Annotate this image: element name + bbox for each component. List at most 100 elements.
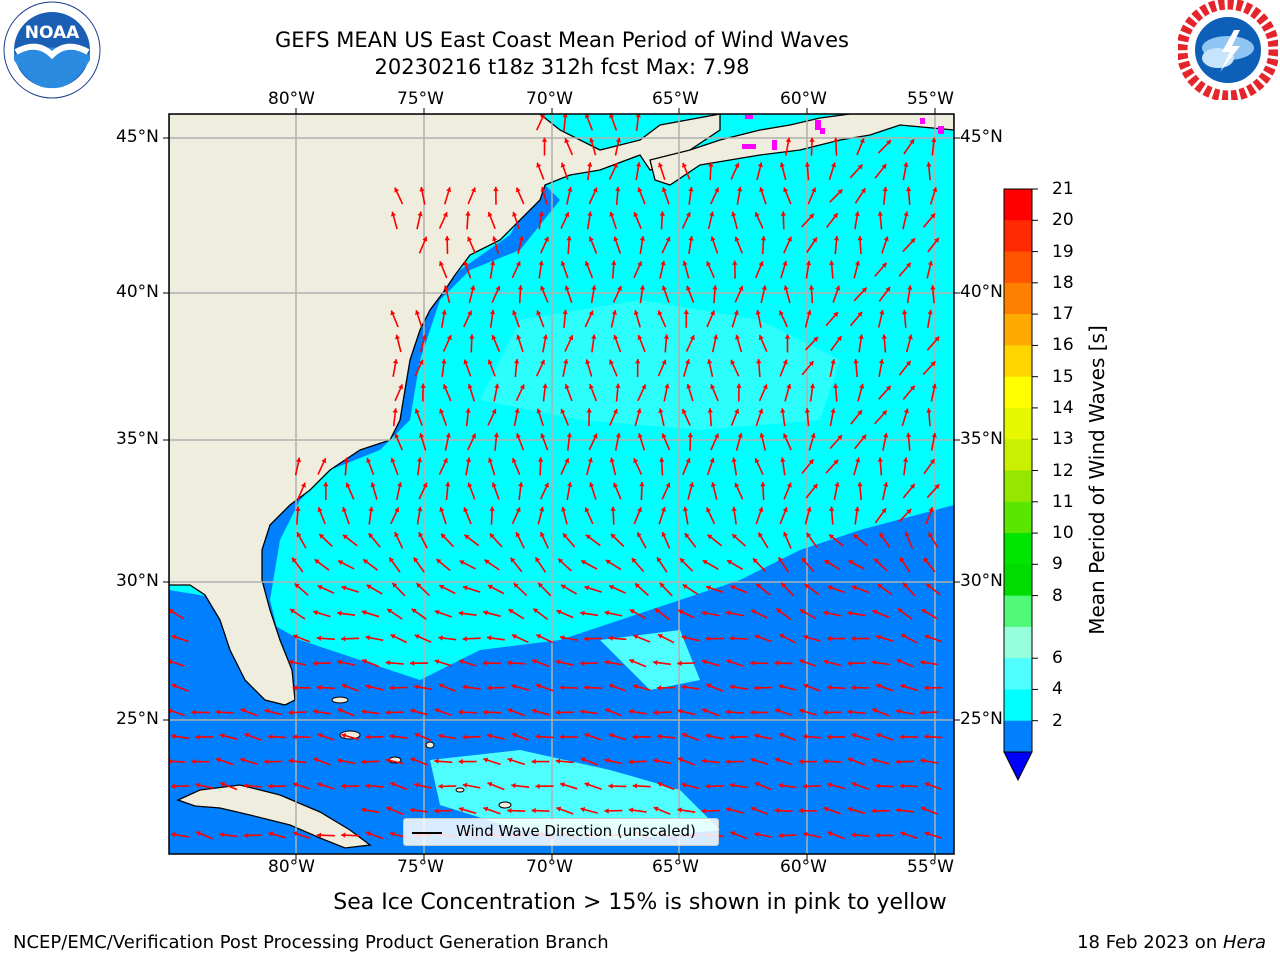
wave-direction-arrow [702,559,719,570]
wave-direction-arrow [850,409,863,425]
wave-direction-arrow [386,806,404,815]
footer-date: 18 Feb 2023 on [1077,932,1223,953]
wave-direction-arrow [920,758,939,764]
wave-direction-arrow [542,383,548,402]
wave-direction-arrow [730,359,740,377]
wave-direction-arrow [756,358,762,378]
wave-direction-arrow [507,708,525,717]
wave-direction-arrow [341,832,360,838]
wave-direction-arrow [902,385,916,401]
wave-direction-arrow [439,408,448,426]
wave-direction-arrow [586,211,593,230]
wave-direction-arrow [877,309,885,328]
wave-direction-arrow [707,533,723,547]
wave-direction-arrow [560,211,570,229]
wave-direction-arrow [808,432,816,451]
wave-direction-arrow [661,433,671,451]
wave-direction-arrow [612,285,622,303]
wave-direction-arrow [468,285,476,304]
wave-direction-arrow [556,806,574,815]
wave-direction-arrow [585,359,593,377]
wave-direction-arrow [854,434,867,450]
wave-direction-arrow [774,757,793,766]
wave-direction-arrow [313,757,331,766]
wave-direction-arrow [705,585,724,593]
wave-direction-arrow [512,310,520,328]
wave-direction-arrow [833,235,840,255]
wave-direction-arrow [632,634,651,643]
wave-direction-arrow [628,759,647,765]
wave-direction-arrow [566,481,573,501]
lat-label-right-30n: 30°N [960,571,1003,591]
wave-direction-arrow [875,832,894,839]
wave-direction-arrow [829,188,843,203]
wave-direction-arrow [875,683,894,692]
lat-label-left-40n: 40°N [116,282,159,302]
wave-direction-arrow [536,162,545,180]
wave-direction-arrow [588,187,598,205]
wave-direction-arrow [758,334,768,353]
wave-direction-arrow [632,783,651,789]
wave-direction-arrow [730,162,740,180]
colorbar [1003,188,1038,782]
wave-direction-arrow [191,758,210,765]
wave-direction-arrow [774,660,793,666]
wave-direction-arrow [823,806,841,815]
wave-direction-arrow [779,359,788,377]
wave-direction-arrow [564,334,574,352]
wave-direction-arrow [857,235,863,255]
colorbar-segment [1004,689,1032,722]
wave-direction-arrow [410,708,428,716]
wave-direction-arrow [240,757,258,765]
wave-direction-arrow [462,734,481,740]
wave-direction-arrow [615,383,621,402]
wave-direction-arrow [538,211,544,230]
wave-direction-arrow [920,806,938,815]
wave-direction-arrow [604,808,623,814]
wave-direction-arrow [219,832,238,838]
lon-label-top-70w: 70°W [526,89,573,109]
wave-direction-arrow [731,506,737,525]
wave-direction-arrow [778,310,789,328]
wave-direction-arrow [799,659,817,668]
wave-direction-arrow [419,186,426,205]
wave-direction-arrow [170,783,190,789]
wave-direction-arrow [783,285,791,304]
wave-direction-arrow [613,482,622,500]
wave-direction-arrow [516,433,525,451]
wave-direction-arrow [195,734,214,740]
wave-direction-arrow [413,684,433,691]
wave-direction-arrow [539,482,550,500]
wave-direction-arrow [628,807,647,813]
wave-direction-arrow [489,309,496,328]
wave-direction-arrow [316,684,335,691]
wave-direction-arrow [434,609,453,618]
wave-direction-arrow [661,187,670,205]
wave-direction-arrow [804,309,812,328]
wave-direction-arrow [633,309,641,328]
wave-direction-arrow [580,559,598,570]
wave-direction-arrow [511,783,530,789]
wave-direction-arrow [657,310,667,328]
wave-direction-arrow [170,832,190,838]
wave-direction-arrow [827,734,846,740]
wave-direction-arrow [827,635,846,642]
wave-direction-arrow [542,334,548,353]
wave-direction-arrow [441,309,447,328]
wave-direction-arrow [927,532,939,549]
wave-direction-arrow [825,311,839,327]
wave-direction-arrow [312,610,331,618]
wave-direction-arrow [799,608,817,620]
wave-direction-arrow [847,660,866,666]
wave-direction-arrow [445,481,451,501]
wave-direction-arrow [516,334,524,353]
sea-ice-patch [820,128,825,134]
wave-direction-arrow [750,757,769,765]
wave-direction-arrow [681,684,700,690]
wave-direction-arrow [705,783,724,789]
wave-direction-arrow [390,211,398,230]
wave-direction-arrow [679,557,694,572]
wave-direction-arrow [540,285,549,303]
wave-direction-arrow [682,506,689,525]
wave-direction-arrow [851,635,870,642]
